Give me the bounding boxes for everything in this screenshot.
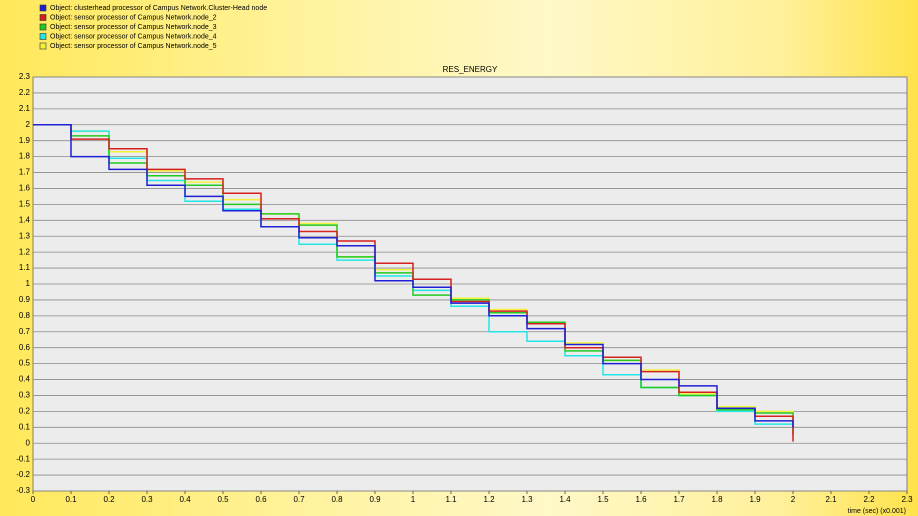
y-tick-label: 1.3 xyxy=(19,231,31,240)
x-tick-label: 0.8 xyxy=(331,495,343,504)
x-tick-label: 1.4 xyxy=(559,495,571,504)
x-tick-label: 1.2 xyxy=(483,495,495,504)
legend-label: Object: sensor processor of Campus Netwo… xyxy=(50,43,217,50)
legend-label: Object: sensor processor of Campus Netwo… xyxy=(50,14,217,21)
y-tick-label: 0 xyxy=(26,438,31,447)
y-tick-label: 2.2 xyxy=(19,88,31,97)
legend-label: Object: clusterhead processor of Campus … xyxy=(50,5,267,12)
legend-label: Object: sensor processor of Campus Netwo… xyxy=(50,24,217,31)
y-tick-label: 1.7 xyxy=(19,168,31,177)
legend-swatch xyxy=(39,33,47,40)
series-line xyxy=(33,124,794,442)
x-tick-label: 0.2 xyxy=(103,495,115,504)
x-tick-label: 0.7 xyxy=(293,495,305,504)
x-tick-label: 1.3 xyxy=(521,495,533,504)
legend-swatch xyxy=(39,14,47,21)
y-tick-label: 2 xyxy=(26,120,31,129)
x-tick-label: 2 xyxy=(791,495,796,504)
y-tick-label: 1.8 xyxy=(19,152,31,161)
y-tick-label: 1.9 xyxy=(19,136,31,145)
x-tick-label: 2.1 xyxy=(825,495,837,504)
x-axis-label: time (sec) (x0.001) xyxy=(848,508,906,515)
y-tick-label: 0.2 xyxy=(19,406,31,415)
x-tick-label: 1.7 xyxy=(673,495,685,504)
y-tick-label: 0.3 xyxy=(19,391,31,400)
x-tick-label: 1.8 xyxy=(711,495,723,504)
y-tick-label: 2.3 xyxy=(19,72,31,81)
y-tick-label: 0.7 xyxy=(19,327,31,336)
x-tick-label: 1.1 xyxy=(445,495,457,504)
x-tick-label: 0.1 xyxy=(65,495,77,504)
x-tick-label: 0.3 xyxy=(141,495,153,504)
x-tick-label: 0.6 xyxy=(255,495,267,504)
y-tick-label: -0.3 xyxy=(16,486,30,495)
series-line xyxy=(33,124,794,428)
x-tick-label: 2.3 xyxy=(901,495,913,504)
x-tick-label: 1.5 xyxy=(597,495,609,504)
x-tick-label: 0 xyxy=(31,495,36,504)
y-tick-label: 1.2 xyxy=(19,247,31,256)
x-tick-label: 0.9 xyxy=(369,495,381,504)
x-tick-label: 1 xyxy=(411,495,416,504)
y-tick-label: 1 xyxy=(26,279,31,288)
y-tick-label: 1.4 xyxy=(19,215,31,224)
legend-swatch xyxy=(39,23,47,31)
y-tick-label: 0.1 xyxy=(19,422,31,431)
y-tick-label: 2.1 xyxy=(19,104,31,113)
x-tick-label: 1.9 xyxy=(749,495,761,504)
y-tick-label: 0.5 xyxy=(19,359,31,368)
y-tick-label: 1.5 xyxy=(19,199,31,208)
y-tick-label: 1.6 xyxy=(19,184,31,193)
legend-label: Object: sensor processor of Campus Netwo… xyxy=(50,33,217,40)
x-tick-label: 0.5 xyxy=(217,495,229,504)
x-tick-label: 2.2 xyxy=(863,495,875,504)
y-tick-label: 0.9 xyxy=(19,295,31,304)
y-tick-label: 1.1 xyxy=(19,263,31,272)
y-tick-label: -0.2 xyxy=(16,470,30,479)
x-tick-label: 1.6 xyxy=(635,495,647,504)
legend-swatch xyxy=(39,42,47,50)
x-tick-label: 0.4 xyxy=(179,495,191,504)
y-tick-label: 0.8 xyxy=(19,311,31,320)
chart-title: RES_ENERGY xyxy=(443,65,498,74)
y-tick-label: -0.1 xyxy=(16,454,30,463)
legend-swatch xyxy=(39,4,47,12)
y-tick-label: 0.6 xyxy=(19,343,31,352)
y-tick-label: 0.4 xyxy=(19,375,31,384)
